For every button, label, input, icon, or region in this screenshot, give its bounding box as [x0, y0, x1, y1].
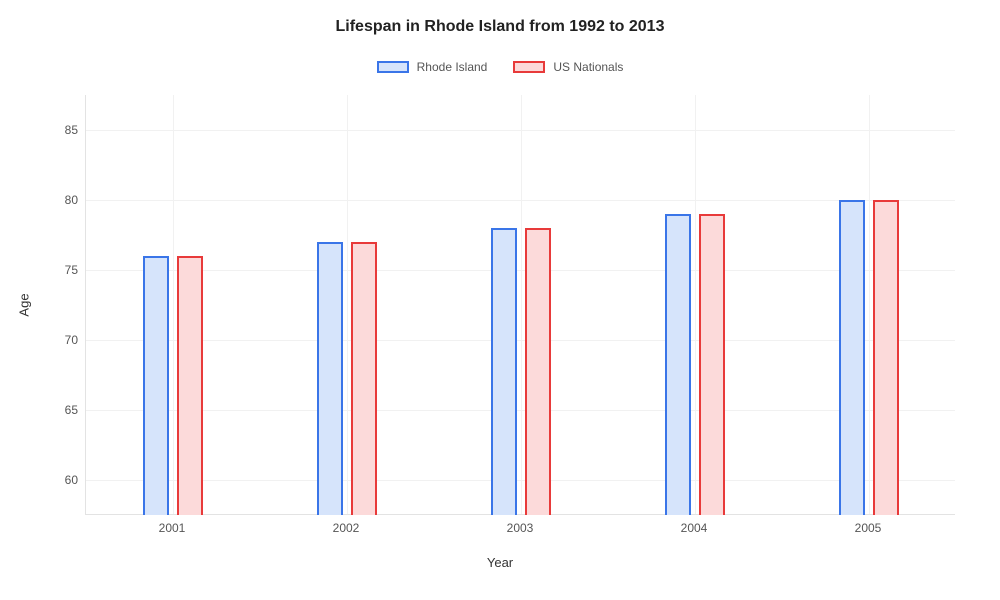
legend-label: Rhode Island: [417, 60, 488, 74]
x-tick-label: 2003: [480, 521, 560, 535]
chart-container: Lifespan in Rhode Island from 1992 to 20…: [0, 0, 1000, 600]
bar: [699, 214, 725, 515]
y-tick-label: 60: [38, 473, 78, 487]
x-tick-label: 2004: [654, 521, 734, 535]
bar: [873, 200, 899, 515]
chart-title: Lifespan in Rhode Island from 1992 to 20…: [0, 18, 1000, 36]
y-tick-label: 80: [38, 193, 78, 207]
y-tick-label: 85: [38, 123, 78, 137]
legend-item: US Nationals: [513, 60, 623, 74]
bar: [839, 200, 865, 515]
bar: [317, 242, 343, 515]
legend: Rhode Island US Nationals: [0, 60, 1000, 74]
x-tick-label: 2001: [132, 521, 212, 535]
x-tick-label: 2002: [306, 521, 386, 535]
y-tick-label: 65: [38, 403, 78, 417]
bar: [665, 214, 691, 515]
bar: [143, 256, 169, 515]
gridline-v: [173, 95, 174, 514]
x-tick-label: 2005: [828, 521, 908, 535]
bar: [351, 242, 377, 515]
y-tick-label: 70: [38, 333, 78, 347]
y-tick-label: 75: [38, 263, 78, 277]
gridline-v: [695, 95, 696, 514]
gridline-v: [521, 95, 522, 514]
legend-label: US Nationals: [553, 60, 623, 74]
gridline-v: [347, 95, 348, 514]
plot-area: [85, 95, 955, 515]
x-axis-label: Year: [0, 555, 1000, 570]
legend-item: Rhode Island: [377, 60, 488, 74]
gridline-v: [869, 95, 870, 514]
bar: [525, 228, 551, 515]
legend-swatch: [513, 61, 545, 73]
legend-swatch: [377, 61, 409, 73]
y-axis-label: Age: [17, 293, 32, 316]
bar: [177, 256, 203, 515]
bar: [491, 228, 517, 515]
